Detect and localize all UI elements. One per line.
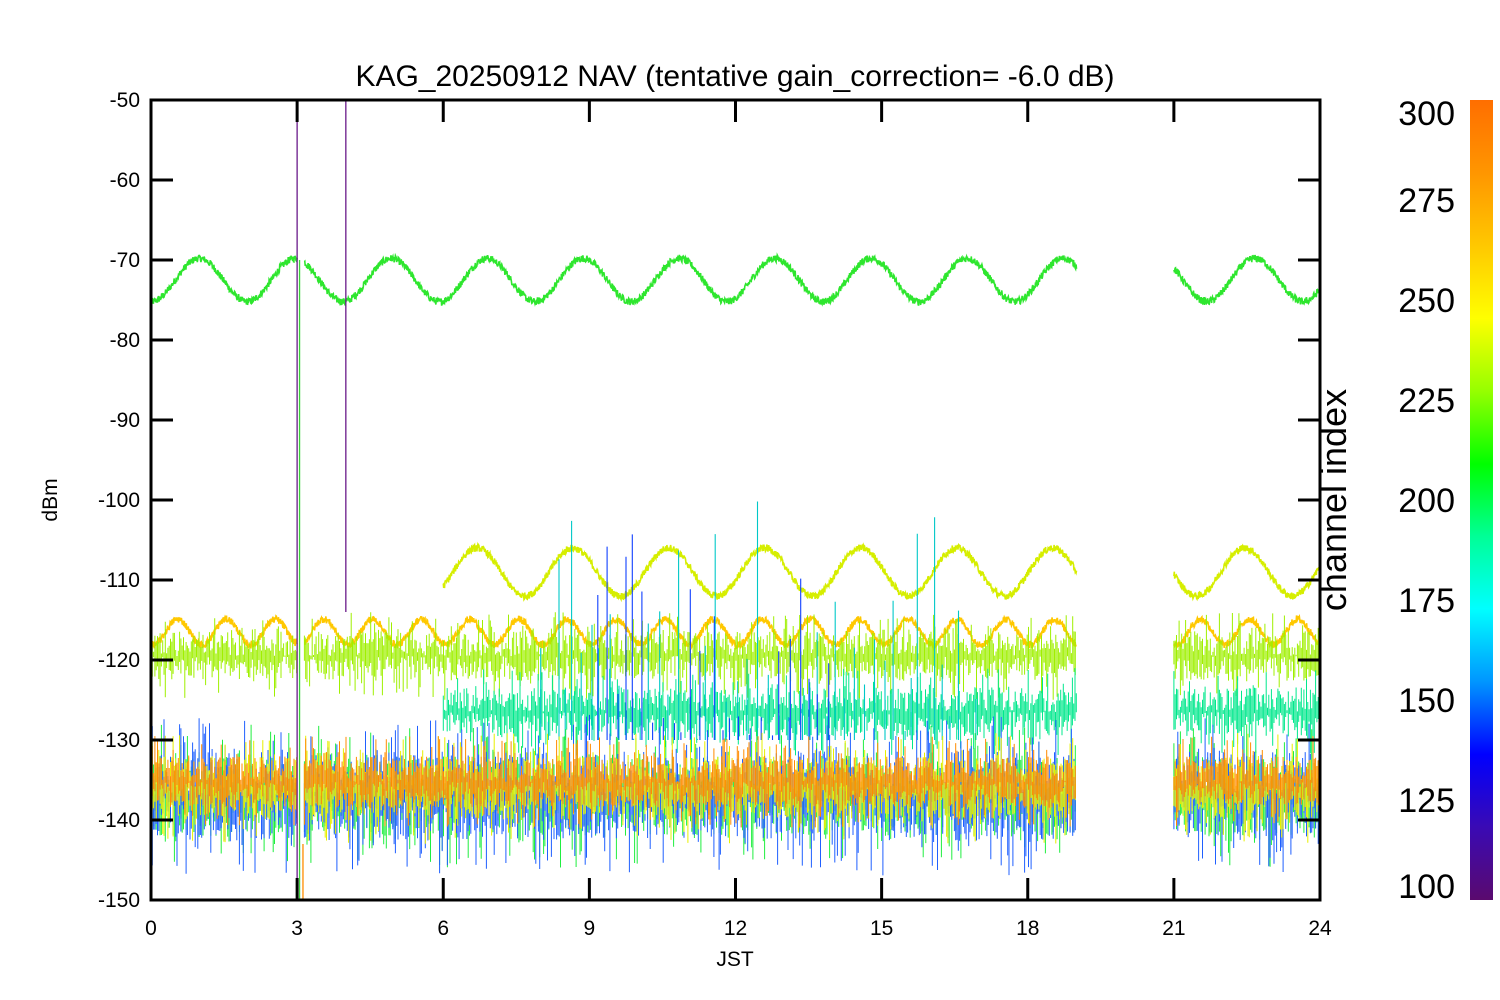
series-ch275-line-0 (151, 614, 298, 650)
colorbar-tick-label: 125 (1398, 782, 1455, 820)
series-ch262 (151, 732, 1320, 844)
series-ch240 (151, 252, 1320, 307)
series-ch150-spikes-0 (588, 534, 830, 740)
series-ch255-band-1 (303, 612, 1076, 700)
colorbar-tick-label: 150 (1398, 682, 1455, 720)
y-axis-label: dBm (39, 478, 62, 521)
series-ch240-line-0 (151, 254, 298, 306)
y-tick-label: -90 (110, 409, 140, 432)
colorbar-tick-label: 175 (1398, 582, 1455, 620)
series-ch265-line-0 (442, 541, 1078, 603)
y-tick-label: -130 (98, 729, 140, 752)
series-ch150 (588, 534, 830, 740)
colorbar-tick-label: 300 (1398, 95, 1455, 133)
plot-area (151, 100, 1320, 900)
x-tick-label: 6 (437, 917, 449, 940)
series-ch290-band-0 (151, 736, 298, 826)
colorbar-tick-label: 250 (1398, 282, 1455, 320)
y-tick-label: -120 (98, 649, 140, 672)
y-tick-label: -70 (110, 249, 140, 272)
x-tick-label: 18 (1016, 917, 1039, 940)
x-tick-label: 15 (870, 917, 893, 940)
series-ch255-band-0 (151, 618, 298, 698)
series-ch190 (540, 501, 977, 740)
y-tick-label: -110 (100, 569, 140, 592)
colorbar-tick-label: 275 (1398, 182, 1455, 220)
series-ch265-line-1 (1173, 543, 1320, 602)
x-tick-label: 12 (724, 917, 747, 940)
series-ch275-line-2 (1173, 613, 1320, 650)
x-tick-label: 3 (291, 917, 303, 940)
colorbar (1470, 100, 1493, 900)
axis-ticks: 0 3 6 9 12 15 18 21 24 -50 -60 -70 -80 -90 -100 -110 -12… (98, 89, 1332, 940)
y-tick-label: -140 (98, 809, 140, 832)
y-tick-label: -100 (98, 489, 140, 512)
y-tick-label: -50 (110, 89, 140, 112)
series-ch240-line-2 (1173, 254, 1320, 306)
y-tick-label: -150 (98, 889, 140, 912)
colorbar-tick-label: 200 (1398, 482, 1455, 520)
series-ch255-band-2 (1173, 613, 1320, 696)
series-ch190-spikes-0 (540, 501, 977, 740)
y-tick-label: -80 (110, 329, 140, 352)
series-ch255 (151, 612, 1320, 700)
x-tick-label: 9 (584, 917, 596, 940)
series-ch210-band-1 (1173, 670, 1320, 754)
x-axis-label: JST (716, 948, 754, 971)
colorbar-title: channel index (1313, 389, 1354, 611)
series-ch290-band-1 (303, 736, 1076, 828)
colorbar-ticks: 100 125 150 175 200 225 250 275 300 (1398, 95, 1455, 906)
colorbar-tick-label: 100 (1398, 868, 1455, 906)
chart-title: KAG_20250912 NAV (tentative gain_correct… (355, 60, 1114, 93)
series-ch290 (151, 736, 1320, 828)
series-ch265 (442, 541, 1320, 603)
y-tick-label: -60 (110, 169, 140, 192)
x-tick-label: 0 (145, 917, 157, 940)
series-ch240-line-1 (303, 252, 1078, 307)
colorbar-tick-label: 225 (1398, 382, 1455, 420)
x-tick-label: 24 (1308, 917, 1332, 940)
series-ch290-band-2 (1173, 736, 1320, 826)
x-tick-label: 21 (1162, 917, 1185, 940)
